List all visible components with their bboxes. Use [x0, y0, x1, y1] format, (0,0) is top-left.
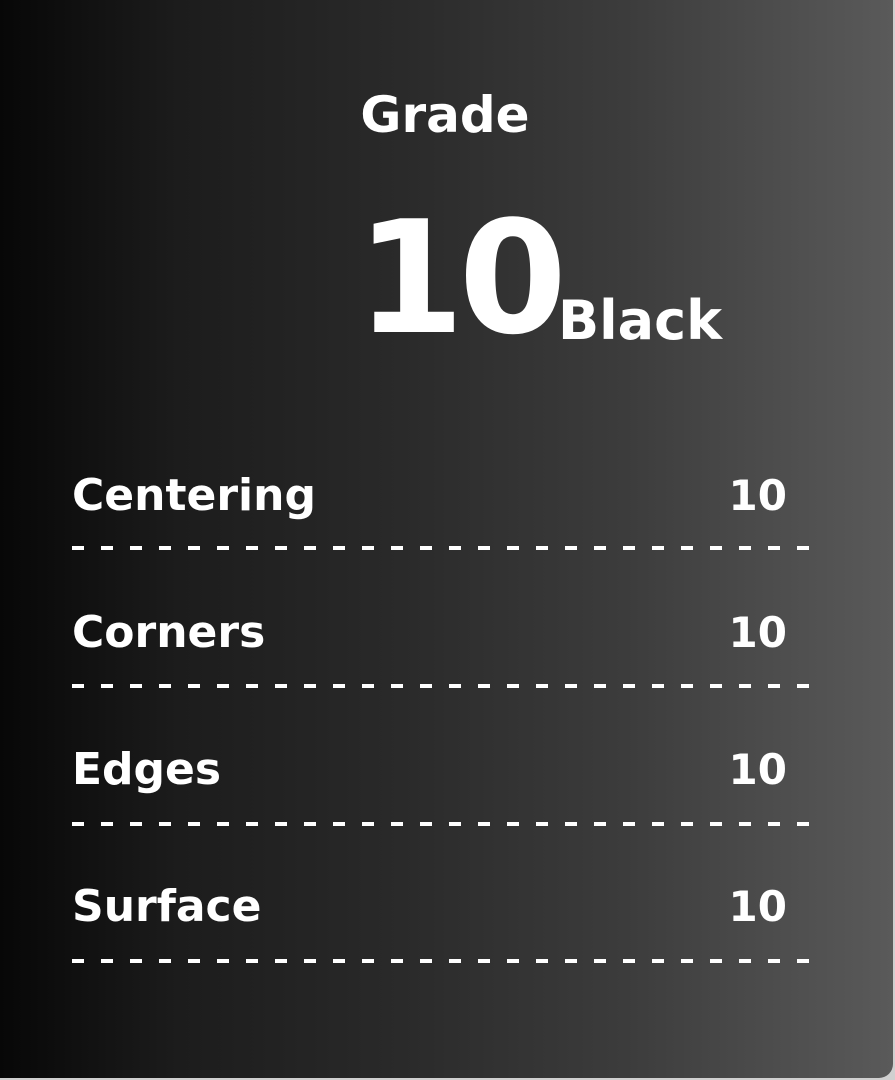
subgrade-label: Centering [72, 470, 316, 521]
divider [72, 684, 822, 688]
divider [72, 959, 822, 963]
subgrade-value: 10 [728, 882, 787, 931]
divider [72, 822, 822, 826]
grade-value: 10 [356, 187, 567, 369]
subgrade-label: Corners [72, 607, 266, 658]
subgrade-label: Surface [72, 881, 262, 932]
subgrade-label: Edges [72, 744, 222, 795]
subgrade-value: 10 [728, 608, 787, 657]
subgrade-value: 10 [728, 471, 787, 520]
subgrade-row-edges: Edges 10 [72, 740, 818, 800]
subgrade-row-surface: Surface 10 [72, 877, 818, 937]
subgrade-value: 10 [728, 745, 787, 794]
grade-label: Grade [360, 86, 530, 144]
grade-tier: Black [558, 289, 723, 352]
subgrade-row-corners: Corners 10 [72, 603, 818, 663]
divider [72, 546, 822, 550]
subgrade-row-centering: Centering 10 [72, 466, 818, 526]
